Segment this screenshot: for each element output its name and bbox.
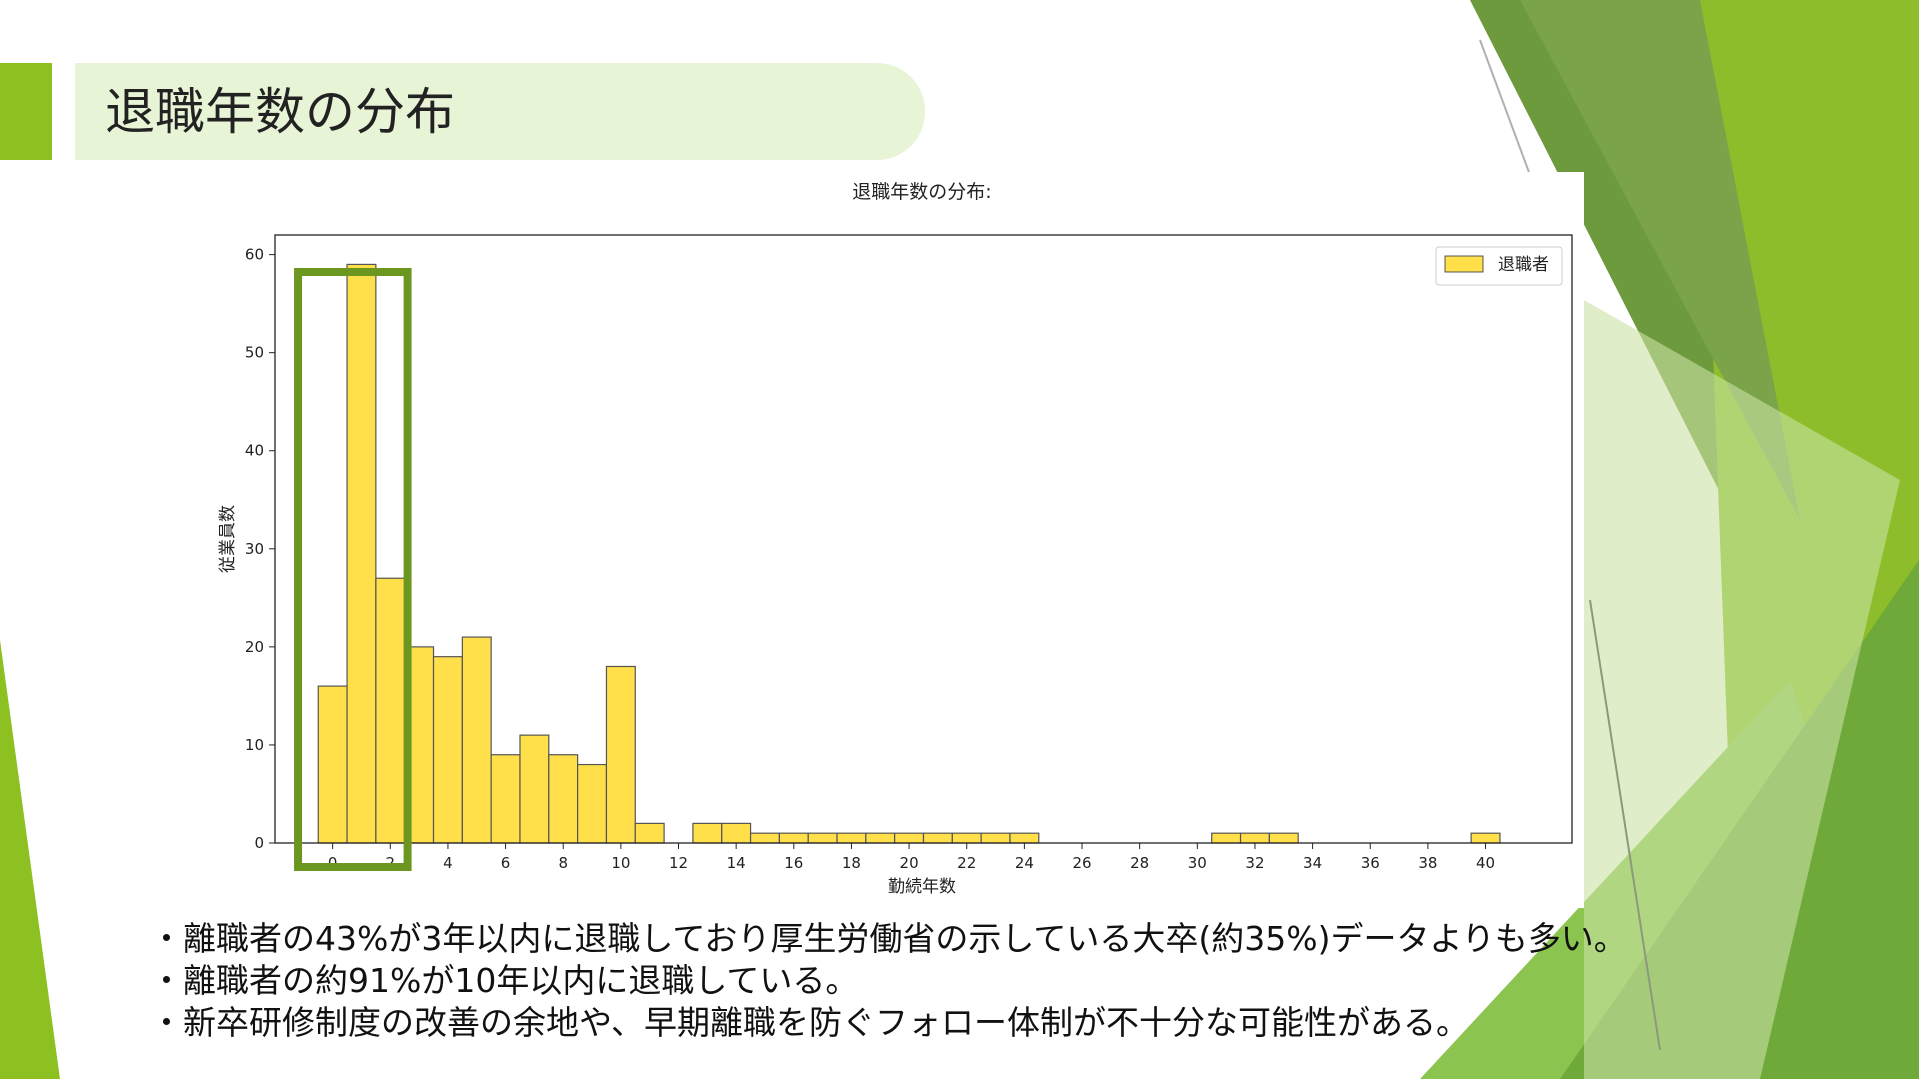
histogram-bar — [1009, 832, 1040, 844]
x-tick-label: 12 — [669, 854, 688, 872]
histogram-bar — [346, 263, 377, 844]
x-tick-label: 8 — [558, 854, 568, 872]
x-tick-label: 16 — [784, 854, 803, 872]
bullet-item: ・新卒研修制度の改善の余地や、早期離職を防ぐフォロー体制が不十分な可能性がある。 — [150, 1003, 1470, 1042]
y-tick-label: 30 — [245, 540, 264, 558]
histogram-bar — [894, 832, 925, 844]
histogram-bar — [1268, 832, 1299, 844]
histogram-bar — [1211, 832, 1242, 844]
x-tick-label: 24 — [1015, 854, 1034, 872]
bg-line-1 — [1479, 39, 1531, 176]
histogram-bar — [490, 754, 521, 844]
x-tick-label: 26 — [1072, 854, 1091, 872]
histogram-bar — [1470, 832, 1501, 844]
x-tick-label: 38 — [1418, 854, 1437, 872]
histogram-bar — [951, 832, 982, 844]
x-tick-label: 28 — [1130, 854, 1149, 872]
x-tick-label: 4 — [443, 854, 453, 872]
histogram-bar — [548, 754, 579, 844]
y-tick-label: 0 — [254, 834, 264, 852]
histogram-bar — [432, 656, 463, 844]
x-tick-label: 20 — [900, 854, 919, 872]
chart-title: 退職年数の分布: — [852, 181, 991, 203]
y-tick-label: 50 — [245, 344, 264, 362]
legend-label: 退職者 — [1498, 255, 1549, 275]
bullet-item: ・離職者の43%が3年以内に退職しており厚生労働省の示している大卒(約35%)デ… — [150, 919, 1627, 958]
y-axis-label: 従業員数 — [218, 505, 238, 573]
histogram-bar — [634, 822, 665, 844]
x-tick-label: 10 — [611, 854, 630, 872]
histogram-bar — [461, 636, 492, 844]
bg-line-2 — [1589, 599, 1661, 1051]
y-tick-label: 60 — [245, 246, 264, 264]
histogram-bar — [749, 832, 780, 844]
slide-title: 退職年数の分布 — [105, 83, 455, 141]
x-tick-label: 40 — [1476, 854, 1495, 872]
histogram-bar — [317, 685, 348, 844]
plot-frame — [274, 234, 1573, 844]
histogram-chart: 退職年数の分布: 0 2 4 6 8 10 12 14 16 18 20 22 24 26 28 30 32 34… — [218, 181, 1573, 897]
bullet-item: ・離職者の約91%が10年以内に退職している。 — [150, 961, 859, 1000]
histogram-bar — [519, 734, 550, 844]
histogram-bar — [922, 832, 953, 844]
highlight-box — [294, 268, 412, 871]
histogram-bar — [721, 822, 752, 844]
chart-panel: 退職年数の分布: 0 2 4 6 8 10 12 14 16 18 20 22 24 26 28 30 32 34… — [200, 172, 1584, 908]
histogram-bar — [865, 832, 896, 844]
histogram-bar — [605, 665, 636, 844]
x-tick-label: 30 — [1188, 854, 1207, 872]
histogram-bar — [1239, 832, 1270, 844]
y-tick-label: 10 — [245, 736, 264, 754]
histogram-bar — [980, 832, 1011, 844]
x-tick-label: 6 — [501, 854, 511, 872]
x-tick-label: 32 — [1245, 854, 1264, 872]
histogram-bar — [375, 577, 406, 844]
histogram-bar — [692, 822, 723, 844]
bg-shape-left-edge — [0, 640, 60, 1079]
y-tick-label: 20 — [245, 638, 264, 656]
histogram-bar — [778, 832, 809, 844]
x-tick-label: 36 — [1361, 854, 1380, 872]
x-tick-label: 22 — [957, 854, 976, 872]
legend: 退職者 — [1435, 246, 1563, 286]
title-band — [75, 63, 925, 160]
x-axis-label: 勤続年数 — [888, 877, 956, 897]
x-tick-label: 34 — [1303, 854, 1322, 872]
histogram-bar — [807, 832, 838, 844]
bullet-list: ・離職者の43%が3年以内に退職しており厚生労働省の示している大卒(約35%)デ… — [150, 918, 1710, 1044]
histogram-bar — [577, 763, 608, 844]
histogram-bar — [836, 832, 867, 844]
bg-shape-light — [1584, 300, 1900, 1079]
x-tick-label: 14 — [727, 854, 746, 872]
x-tick-label: 18 — [842, 854, 861, 872]
legend-swatch — [1444, 255, 1484, 273]
y-tick-label: 40 — [245, 442, 264, 460]
title-accent-bar — [0, 63, 52, 160]
